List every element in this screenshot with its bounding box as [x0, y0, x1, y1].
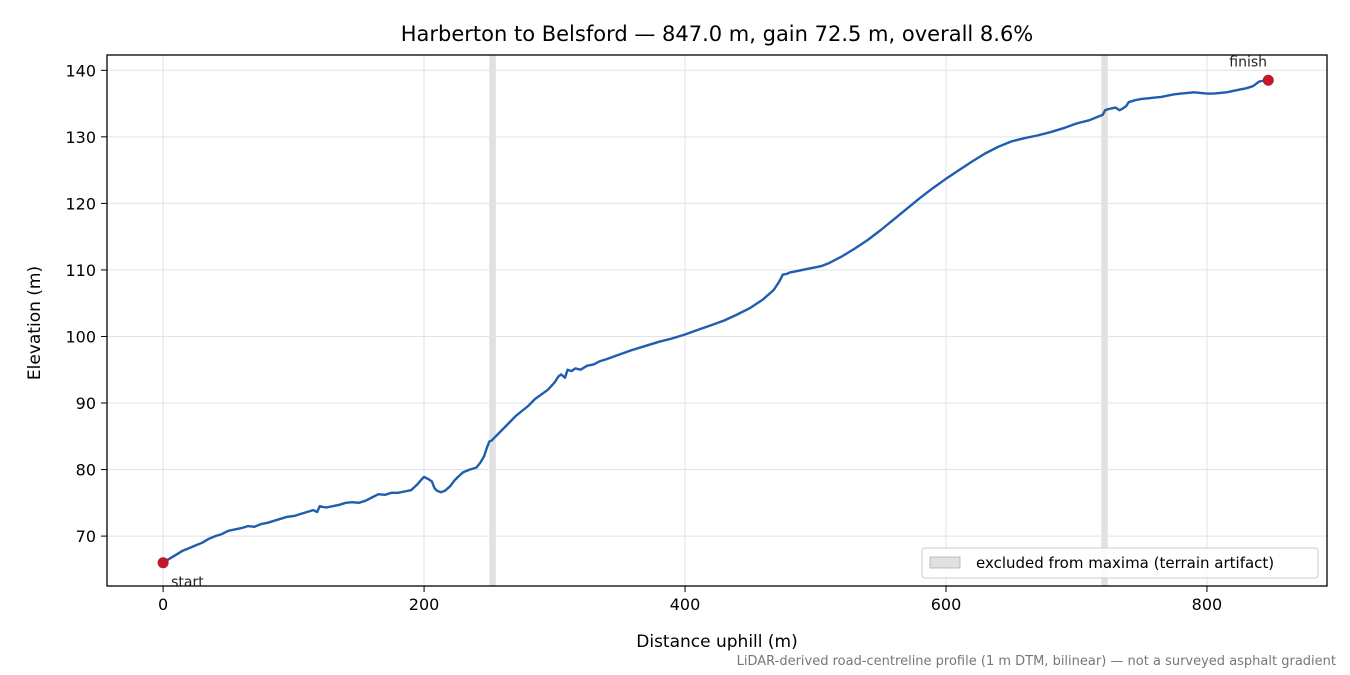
footnote: LiDAR-derived road-centreline profile (1…	[737, 654, 1336, 669]
legend: excluded from maxima (terrain artifact)	[921, 547, 1319, 579]
x-tick-label: 400	[670, 595, 701, 614]
y-tick-label: 130	[65, 128, 96, 147]
series-layer	[161, 79, 1270, 564]
y-axis-label: Elevation (m)	[25, 266, 45, 380]
y-tick-label: 80	[76, 461, 96, 480]
x-tick-label: 0	[158, 595, 168, 614]
y-tick-label: 70	[76, 527, 96, 546]
plot-frame	[106, 54, 1328, 587]
axis-ticks: 0 200 400 600 800 70 80 90 100 110 120 130 140	[65, 61, 1222, 614]
elevation-line	[161, 79, 1270, 564]
chart-title: Harberton to Belsford — 847.0 m, gain 72…	[401, 22, 1034, 46]
start-marker	[157, 557, 169, 569]
annotations: start finish	[157, 54, 1274, 591]
x-axis-label: Distance uphill (m)	[636, 632, 797, 652]
y-tick-label: 100	[65, 327, 96, 346]
y-tick-label: 90	[76, 394, 96, 413]
excluded-bands	[489, 55, 1108, 586]
excluded-band-1	[489, 55, 496, 586]
start-label: start	[171, 575, 204, 591]
x-tick-label: 800	[1192, 595, 1223, 614]
legend-box	[921, 547, 1319, 579]
finish-label: finish	[1229, 54, 1267, 70]
y-tick-label: 140	[65, 61, 96, 80]
x-tick-label: 200	[409, 595, 440, 614]
y-tick-label: 120	[65, 194, 96, 213]
finish-marker	[1262, 74, 1274, 86]
legend-swatch	[929, 556, 961, 569]
x-tick-label: 600	[931, 595, 962, 614]
y-tick-label: 110	[65, 261, 96, 280]
excluded-band-2	[1101, 55, 1108, 586]
legend-label: excluded from maxima (terrain artifact)	[976, 554, 1274, 572]
grid-lines	[107, 55, 1327, 586]
